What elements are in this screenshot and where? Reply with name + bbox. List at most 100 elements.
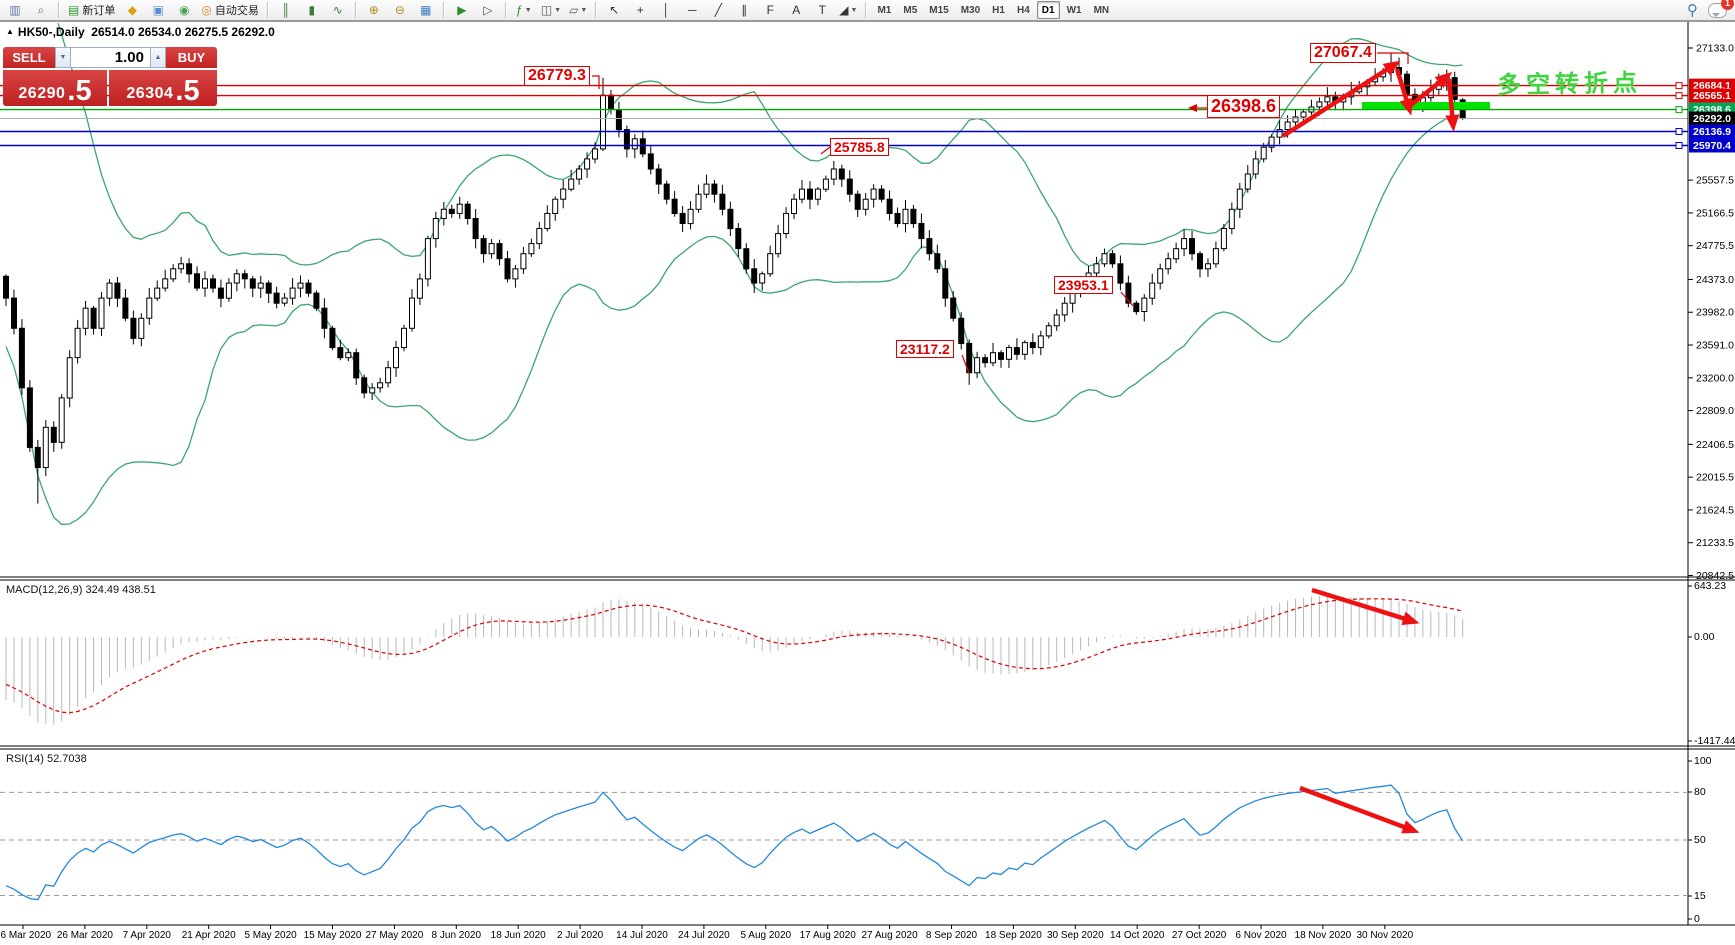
add-indicator-icon[interactable]: ƒ ▼: [512, 0, 536, 20]
main-price-pane[interactable]: [3, 0, 1466, 526]
price-label-23117[interactable]: 23117.2: [896, 340, 954, 359]
notifications-icon[interactable]: 1: [1708, 0, 1734, 18]
macd-axis-tick: 643.23: [1694, 580, 1726, 592]
bollinger-lower-band: [5, 114, 1463, 526]
date-label: 14 Jul 2020: [616, 930, 668, 941]
line-chart-icon[interactable]: ∿: [326, 0, 350, 20]
text-icon[interactable]: A: [784, 0, 808, 20]
sell-button[interactable]: SELL: [3, 47, 55, 68]
timeframe-mn[interactable]: MN: [1093, 4, 1110, 16]
rsi-divergence-arrow[interactable]: [1299, 785, 1420, 834]
rsi-pane[interactable]: [5, 784, 1464, 901]
trend-arrow-down-2[interactable]: [1445, 78, 1460, 132]
shapes-icon[interactable]: ◢ ▼: [836, 0, 860, 20]
shapes-icon-caret[interactable]: ▼: [850, 6, 858, 14]
cursor-icon[interactable]: ↖: [602, 0, 626, 20]
date-label: 30 Sep 2020: [1047, 930, 1104, 941]
macd-axis-tick: 0.00: [1694, 631, 1715, 643]
period-icon: ◫: [540, 3, 553, 17]
search-icon[interactable]: ⚲: [1687, 2, 1698, 19]
new-order-icon[interactable]: ▤ 新订单: [65, 0, 118, 20]
auto-scroll-icon[interactable]: ▶: [450, 0, 474, 20]
trend-arrow-down-1[interactable]: [1394, 68, 1414, 116]
price-label-25785[interactable]: 25785.8: [830, 138, 889, 157]
timeframe-m15[interactable]: M15: [929, 4, 949, 16]
rsi-axis-tick: 15: [1694, 890, 1706, 902]
macd-pane[interactable]: [5, 595, 1464, 725]
add-indicator-icon-caret[interactable]: ▼: [524, 6, 532, 14]
history-center-icon[interactable]: ◆: [120, 0, 144, 20]
period-icon-caret[interactable]: ▼: [554, 6, 562, 14]
pivot-line-green-anchor[interactable]: [1675, 106, 1683, 114]
resistance-line-1-anchor[interactable]: [1675, 82, 1683, 90]
trend-arrow-up-2[interactable]: [1409, 72, 1453, 107]
candlesticks[interactable]: [3, 53, 1466, 504]
signals-icon[interactable]: ◉: [172, 0, 196, 20]
chart-preview-icon[interactable]: ⌕: [29, 0, 53, 20]
price-label-23953[interactable]: 23953.1: [1054, 276, 1113, 295]
date-label: 27 May 2020: [365, 930, 423, 941]
zoom-out-icon[interactable]: ⊖: [388, 0, 412, 20]
template-icon[interactable]: ▱ ▼: [566, 0, 590, 20]
metaeditor-icon[interactable]: ▣: [146, 0, 170, 20]
support-line-1-anchor[interactable]: [1675, 128, 1683, 135]
timeframe-m5[interactable]: M5: [903, 4, 918, 16]
autotrading-icon[interactable]: ◎ 自动交易: [198, 0, 261, 20]
price-label-26398[interactable]: 26398.6: [1207, 95, 1281, 118]
channel-icon[interactable]: ∥: [732, 0, 756, 20]
timeframe-m1[interactable]: M1: [877, 4, 892, 16]
text-label-icon[interactable]: T: [810, 0, 834, 20]
macd-divergence-arrow[interactable]: [1311, 587, 1420, 626]
support-line-2-anchor[interactable]: [1675, 142, 1683, 149]
period-icon[interactable]: ◫ ▼: [538, 0, 564, 20]
rsi-line: [5, 784, 1464, 901]
price-label-27067[interactable]: 27067.4: [1310, 43, 1376, 64]
timeframe-d1[interactable]: D1: [1036, 1, 1060, 19]
volume-input[interactable]: 1.00: [71, 47, 150, 68]
date-label: 8 Sep 2020: [926, 930, 978, 941]
toolbar: ▥ ⌕ ▤ 新订单 ◆ ▣ ◉ ◎ 自动交易 ║ ▮ ∿ ⊕ ⊖ ▦ ▶ ▷ ƒ ▼ ◫ ▼ ▱ ▼ ↖ + │ ─ ╱ ∥ F A T ◢ ▼ M…: [0, 0, 1735, 22]
market-watch-icon[interactable]: ▥: [3, 0, 27, 20]
timeframe-h4[interactable]: H4: [1016, 4, 1030, 16]
tile-windows-icon[interactable]: ▦: [414, 0, 438, 20]
zoom-in-icon[interactable]: ⊕: [362, 0, 386, 20]
timeframe-h1[interactable]: H1: [992, 4, 1005, 16]
bid-price-display[interactable]: 26290.5: [3, 70, 107, 106]
timeframe-m30[interactable]: M30: [960, 4, 981, 16]
date-label: 30 Nov 2020: [1356, 930, 1413, 941]
trend-arrow-up-1[interactable]: [1281, 60, 1401, 138]
fibonacci-icon[interactable]: F: [758, 0, 782, 20]
chart-shift-icon[interactable]: ▷: [476, 0, 500, 20]
ask-price-display[interactable]: 26304.5: [109, 70, 217, 106]
ask-main-digits: 26304: [126, 85, 174, 102]
signals-icon: ◉: [179, 3, 190, 17]
fibonacci-icon: F: [766, 3, 774, 17]
date-label: 21 Apr 2020: [182, 930, 236, 941]
volume-increase-button[interactable]: ▲: [150, 47, 166, 68]
resistance-line-2-anchor[interactable]: [1675, 92, 1683, 100]
toolbar-separator: [354, 2, 357, 18]
horizontal-line-icon[interactable]: ─: [680, 0, 704, 20]
template-icon-caret[interactable]: ▼: [580, 6, 588, 14]
price-label-27067-connector: [1377, 52, 1409, 64]
price-label-26779[interactable]: 26779.3: [524, 66, 590, 87]
candlestick-chart-icon[interactable]: ▮: [300, 0, 324, 20]
collapse-icon[interactable]: ▲: [6, 27, 14, 36]
new-order-icon: ▤: [68, 3, 80, 17]
date-label: 18 Sep 2020: [985, 930, 1042, 941]
green-highlight-bar[interactable]: [1362, 102, 1490, 109]
green-annotation-text[interactable]: 多空转折点: [1496, 69, 1643, 100]
crosshair-icon[interactable]: +: [628, 0, 652, 20]
buy-button[interactable]: BUY: [166, 47, 217, 68]
bar-chart-icon[interactable]: ║: [274, 0, 298, 20]
symbol-period-label: HK50-,Daily: [17, 25, 85, 39]
volume-decrease-button[interactable]: ▼: [55, 47, 71, 68]
date-label: 6 Nov 2020: [1235, 930, 1287, 941]
toolbar-right: ⚲ 1: [1687, 0, 1734, 19]
trendline-icon[interactable]: ╱: [706, 0, 730, 20]
vertical-line-icon[interactable]: │: [654, 0, 678, 20]
timeframe-w1[interactable]: W1: [1066, 4, 1082, 16]
price-label-26779-connector: [592, 75, 600, 89]
crosshair-icon: +: [636, 3, 644, 17]
